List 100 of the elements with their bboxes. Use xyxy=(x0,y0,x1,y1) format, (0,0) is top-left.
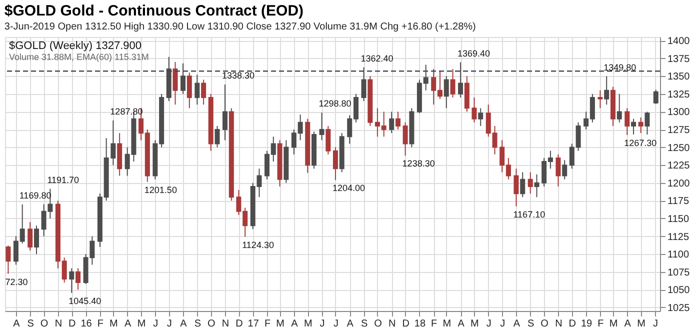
x-tick-label: A xyxy=(624,318,632,330)
x-tick-label: D xyxy=(68,318,76,330)
candlestick xyxy=(534,174,540,198)
x-tick-label: O xyxy=(40,318,48,330)
candlestick xyxy=(194,74,200,106)
candlestick xyxy=(180,62,186,94)
x-tick-label: J xyxy=(166,318,172,330)
candlestick xyxy=(402,122,408,156)
x-tick-label: M xyxy=(110,318,118,330)
chart-subtitle: 3-Jun-2019 Open 1312.50 High 1330.90 Low 1310.90 Close 1327.90 Volume 31.9M Chg +16.80 (+1.28%) xyxy=(4,22,476,33)
y-tick-label: 1275 xyxy=(668,125,690,136)
x-tick-label: D xyxy=(402,318,410,330)
x-tick-label: A xyxy=(291,318,298,330)
x-tick-label: N xyxy=(222,318,230,330)
x-tick-label: A xyxy=(458,318,465,330)
x-tick-label: J xyxy=(652,318,658,330)
x-tick-label: M xyxy=(442,318,452,330)
annotation: 1191.70 xyxy=(47,174,80,185)
candlestick xyxy=(616,93,622,123)
x-tick-label: F xyxy=(598,318,604,330)
x-tick-label: S xyxy=(194,318,202,330)
annotation: 1204.00 xyxy=(332,183,366,194)
y-tick-label: 1325 xyxy=(668,89,690,100)
candlestick xyxy=(644,111,650,135)
annotation: 1167.10 xyxy=(513,209,546,220)
x-tick-label: J xyxy=(486,318,492,330)
x-tick-label: A xyxy=(124,318,132,330)
annotation: 1369.40 xyxy=(458,48,490,58)
y-tick-label: 1125 xyxy=(668,232,690,243)
candlestick xyxy=(528,172,533,194)
candlestick xyxy=(631,118,636,135)
x-tick-label: D xyxy=(236,318,243,330)
x-tick-label: S xyxy=(360,318,368,330)
x-tick-label: M xyxy=(637,318,646,330)
annotation: 1338.30 xyxy=(222,70,255,80)
candlestick xyxy=(361,66,366,102)
annotation: 72.30 xyxy=(5,276,28,287)
x-tick-label: O xyxy=(207,318,216,330)
candlestick xyxy=(458,62,464,98)
x-tick-label: A xyxy=(13,318,20,330)
x-tick-label: M xyxy=(470,318,479,330)
x-tick-label: N xyxy=(388,318,396,330)
y-tick-label: 1100 xyxy=(668,250,690,261)
y-tick-label: 1075 xyxy=(668,267,690,278)
candlestick xyxy=(562,160,568,180)
x-tick-label: M xyxy=(609,318,618,330)
annotation: 1298.80 xyxy=(318,98,352,109)
x-tick-label: M xyxy=(276,318,284,330)
annotation: 1045.40 xyxy=(68,296,102,306)
x-tick-label: D xyxy=(568,318,576,330)
candlestick xyxy=(332,146,338,181)
x-tick-label: J xyxy=(153,318,158,330)
candlestick xyxy=(326,125,331,155)
y-tick-label: 1400 xyxy=(668,36,690,48)
x-tick-label: F xyxy=(97,318,104,330)
candlestick xyxy=(28,222,33,252)
y-tick-label: 1225 xyxy=(668,160,690,172)
x-tick-label: O xyxy=(540,318,549,330)
y-tick-label: 1025 xyxy=(668,302,690,314)
x-tick-label: N xyxy=(54,318,62,330)
candlestick xyxy=(520,172,526,198)
candlestick xyxy=(598,90,603,109)
x-tick-label: J xyxy=(333,318,338,330)
candlestick xyxy=(556,154,561,187)
annotation: Volume 31.88M, EMA(60) 115.31M xyxy=(9,52,149,62)
candlestick xyxy=(604,76,610,106)
candlestick xyxy=(638,116,644,134)
candlestick xyxy=(514,168,519,207)
candlestick xyxy=(172,61,178,106)
y-tick-label: 1150 xyxy=(668,214,690,225)
y-tick-label: 1300 xyxy=(668,107,690,118)
x-tick-label: 19 xyxy=(580,318,593,330)
x-tick-label: A xyxy=(180,318,188,330)
annotation: 1267.30 xyxy=(624,138,657,148)
candlestick xyxy=(186,72,192,109)
candlestick xyxy=(222,84,228,141)
x-tick-label: J xyxy=(500,318,506,330)
x-tick-label: 18 xyxy=(414,318,426,330)
annotation: 1238.30 xyxy=(402,158,435,169)
candlestick xyxy=(478,108,484,126)
x-tick-label: M xyxy=(304,318,312,330)
candlestick xyxy=(69,268,74,294)
annotation: $GOLD (Weekly) 1327.900 xyxy=(9,40,142,52)
annotation: 1124.30 xyxy=(242,240,274,250)
annotation: 1362.40 xyxy=(360,53,394,64)
x-tick-label: M xyxy=(137,318,146,330)
x-tick-label: J xyxy=(320,318,325,330)
x-tick-label: F xyxy=(431,318,438,330)
annotation: 1349.80 xyxy=(604,62,636,72)
x-tick-label: F xyxy=(264,318,271,330)
y-tick-label: 1200 xyxy=(668,178,690,190)
x-tick-label: S xyxy=(528,318,535,330)
candlestick xyxy=(444,76,449,109)
y-tick-label: 1050 xyxy=(668,285,690,296)
candlestick xyxy=(214,125,220,148)
candlestick xyxy=(396,111,400,130)
candlestick xyxy=(319,112,324,141)
y-tick-label: 1250 xyxy=(668,142,690,154)
candlestick xyxy=(450,68,456,98)
y-tick-label: 1375 xyxy=(668,54,690,65)
